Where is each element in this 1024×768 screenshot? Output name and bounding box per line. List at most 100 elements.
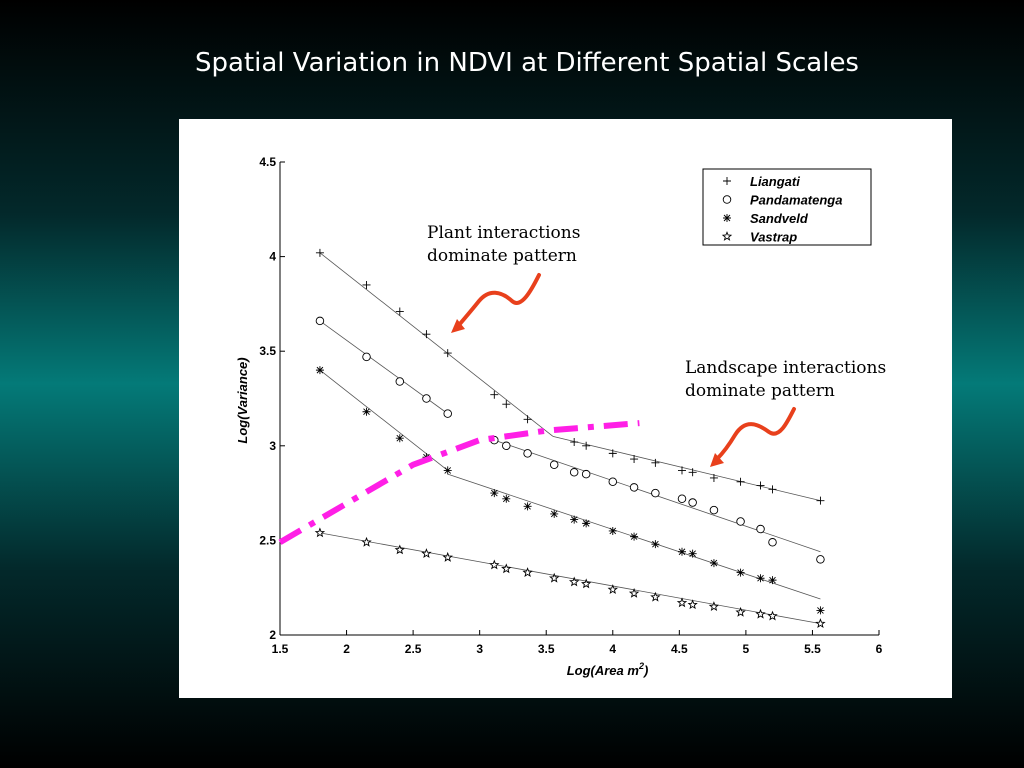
vastrap-fit-line <box>319 532 821 625</box>
sandveld-point <box>677 547 686 556</box>
sandveld-point <box>736 568 745 577</box>
y-tick-label: 4 <box>269 250 276 264</box>
pandamatenga-point <box>688 498 697 507</box>
pandamatenga-point <box>629 483 639 492</box>
pandamatenga-point <box>422 394 431 403</box>
liangati-point <box>709 473 718 482</box>
sandveld-point <box>709 559 718 568</box>
liangati-point <box>756 481 765 490</box>
sandveld-point <box>443 466 452 475</box>
pandamatenga-point <box>651 488 660 498</box>
liangati-point <box>490 390 499 399</box>
legend-marker-pandamatenga <box>722 195 732 204</box>
legend-entry-pandamatenga: Pandamatenga <box>750 193 842 208</box>
vastrap-point <box>489 559 500 570</box>
pandamatenga-point <box>549 460 559 469</box>
x-tick-label: 5.5 <box>804 642 821 656</box>
sandveld-point <box>570 515 579 524</box>
vastrap-point <box>421 548 432 559</box>
sandveld-point <box>315 366 324 375</box>
vastrap-point <box>361 536 372 547</box>
plant-interactions-note: Plant interactions dominate pattern <box>427 222 580 268</box>
x-tick-label: 4 <box>609 642 616 656</box>
landscape-note-line-2: dominate pattern <box>685 381 835 401</box>
liangati-point <box>362 280 371 289</box>
vastrap-point <box>442 551 453 562</box>
legend-entry-vastrap: Vastrap <box>750 230 797 245</box>
liangati-point <box>608 449 617 458</box>
sandveld-point <box>582 519 591 528</box>
vastrap-point <box>735 606 746 617</box>
y-tick-label: 2 <box>269 628 276 642</box>
y-tick-label: 2.5 <box>259 533 276 547</box>
x-axis-label-text: Log(Area m <box>567 663 640 678</box>
liangati-point <box>570 438 579 447</box>
x-axis-label: Log(Area m2) <box>567 661 649 678</box>
vastrap-point <box>607 584 619 595</box>
sandveld-point <box>502 494 511 503</box>
liangati-point <box>582 441 591 450</box>
liangati-point <box>816 496 825 505</box>
legend-marker-liangati <box>723 177 731 185</box>
pandamatenga-point <box>608 477 618 486</box>
vastrap-point <box>650 591 661 602</box>
legend-marker-vastrap <box>721 231 733 241</box>
x-tick-label: 1.5 <box>272 642 289 656</box>
x-tick-label: 5 <box>743 642 750 656</box>
sandveld-point <box>395 434 404 443</box>
x-axis-label-close: ) <box>642 663 648 678</box>
landscape-interactions-note: Landscape interactions dominate pattern <box>685 357 886 403</box>
sandveld-point <box>688 549 697 558</box>
sandveld-point <box>608 526 617 535</box>
liangati-point <box>395 307 404 316</box>
sandveld-point <box>630 532 639 541</box>
vastrap-point <box>522 567 533 578</box>
plant-arrow <box>451 273 541 333</box>
y-tick-label: 3.5 <box>259 344 276 358</box>
pandamatenga-point <box>756 524 765 534</box>
liangati-point <box>523 415 532 424</box>
scale-boundary-line <box>278 420 640 545</box>
ndvi-chart: 1.5 2 2.5 3 3.5 4 4.5 5 5.5 622.533.544.5Log(Area… <box>235 155 883 678</box>
vastrap-point <box>394 544 406 555</box>
pandamatenga-point <box>581 469 591 479</box>
pandamatenga-point <box>362 352 371 362</box>
x-axis-label-superscript: 2 <box>638 661 644 671</box>
legend-entry-liangati: Liangati <box>750 174 800 189</box>
pandamatenga-point <box>315 316 325 326</box>
vastrap-point <box>501 563 512 574</box>
pandamatenga-point <box>816 555 825 564</box>
vastrap-point <box>815 618 826 629</box>
legend-marker-sandveld <box>723 214 731 222</box>
landscape-arrow <box>710 407 796 467</box>
x-tick-label: 2.5 <box>405 642 422 656</box>
liangati-point <box>688 468 697 477</box>
liangati-point <box>502 400 511 409</box>
vastrap-point <box>767 610 778 621</box>
liangati-point <box>422 330 431 339</box>
liangati-point <box>651 458 660 467</box>
sandveld-point <box>523 502 532 511</box>
vastrap-point <box>628 587 640 598</box>
vastrap-point <box>314 527 326 538</box>
x-tick-label: 3.5 <box>538 642 555 656</box>
chart-panel: 1.5 2 2.5 3 3.5 4 4.5 5 5.5 6 2 2.5 3 3.5 4 4.5 Log(Area… <box>179 119 952 698</box>
vastrap-point <box>568 576 580 587</box>
x-tick-label: 6 <box>876 642 883 656</box>
vastrap-point <box>581 578 592 589</box>
pandamatenga-point <box>736 517 745 526</box>
sandveld-point <box>756 574 765 583</box>
landscape-note-line-1: Landscape interactions <box>685 358 887 378</box>
slide-title: Spatial Variation in NDVI at Different S… <box>195 48 859 78</box>
liangati-point <box>630 455 639 464</box>
plant-note-line-2: dominate pattern <box>427 246 577 266</box>
plant-note-line-1: Plant interactions <box>427 223 581 243</box>
legend-box <box>702 168 872 246</box>
liangati-point <box>677 466 686 475</box>
liangati-fit-line <box>319 252 554 437</box>
vastrap-point <box>708 601 720 612</box>
pandamatenga-point <box>768 538 777 547</box>
legend-entry-sandveld: Sandveld <box>750 211 809 226</box>
sandveld-point <box>362 407 371 416</box>
pandamatenga-point <box>523 449 532 458</box>
